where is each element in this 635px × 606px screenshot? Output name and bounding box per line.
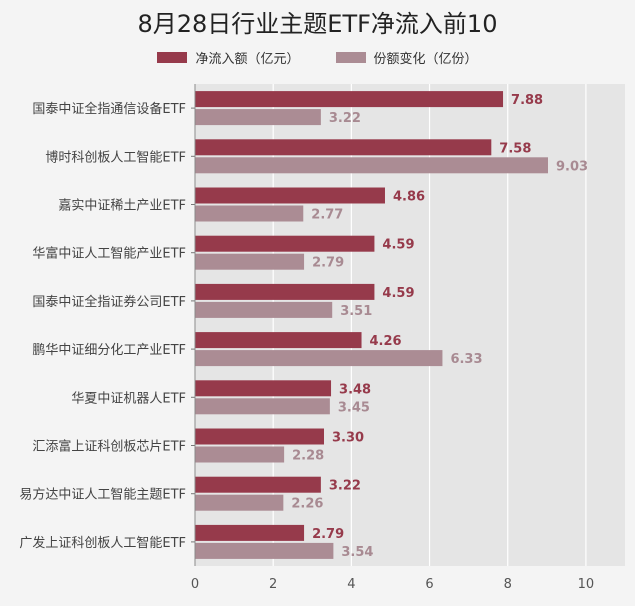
bar-inflow [195, 476, 321, 493]
bar-inflow [195, 428, 324, 445]
data-label-share-change: 3.45 [338, 400, 370, 415]
bar-share-change [195, 398, 330, 415]
data-label-share-change: 3.51 [340, 304, 372, 319]
bar-share-change [195, 205, 304, 222]
bar-share-change [195, 109, 321, 126]
data-label-inflow: 7.88 [511, 93, 543, 108]
bar-inflow [195, 235, 375, 252]
bar-share-change [195, 350, 443, 367]
data-label-inflow: 4.59 [382, 238, 414, 253]
bar-share-change [195, 494, 284, 511]
data-label-inflow: 4.59 [382, 286, 414, 301]
x-tick-label: 6 [425, 577, 433, 592]
legend-item-inflow: 净流入额（亿元） [157, 48, 300, 67]
bar-inflow [195, 380, 332, 397]
bar-inflow [195, 283, 375, 300]
data-label-share-change: 2.77 [311, 208, 343, 223]
category-label: 易方达中证人工智能主题ETF [19, 487, 186, 503]
data-label-share-change: 9.03 [556, 159, 588, 174]
category-label: 国泰中证全指通信设备ETF [32, 101, 186, 117]
bar-share-change [195, 253, 305, 270]
bar-share-change [195, 542, 334, 559]
category-label: 鹏华中证细分化工产业ETF [32, 343, 186, 358]
legend: 净流入额（亿元） 份额变化（亿份） [0, 48, 635, 67]
data-label-inflow: 4.86 [393, 190, 425, 205]
data-label-inflow: 3.22 [329, 479, 361, 494]
data-label-inflow: 4.26 [370, 334, 402, 349]
data-label-share-change: 3.54 [341, 545, 373, 560]
legend-swatch-share-change [335, 52, 366, 63]
data-label-share-change: 2.79 [312, 256, 344, 271]
x-tick-label: 4 [347, 577, 355, 592]
bar-share-change [195, 446, 285, 463]
data-label-share-change: 2.26 [291, 497, 323, 512]
category-label: 广发上证科创板人工智能ETF [19, 535, 186, 551]
data-label-inflow: 2.79 [312, 527, 344, 542]
chart-title: 8月28日行业主题ETF净流入前10 [137, 10, 498, 38]
data-label-share-change: 6.33 [450, 352, 482, 367]
x-tick-label: 8 [504, 577, 512, 592]
data-label-inflow: 3.30 [332, 431, 364, 446]
data-label-share-change: 2.28 [292, 449, 324, 464]
data-label-inflow: 3.48 [339, 382, 371, 397]
data-label-inflow: 7.58 [499, 141, 531, 156]
category-label: 博时科创板人工智能ETF [45, 150, 186, 165]
plot-area [195, 84, 625, 566]
x-tick-label: 2 [269, 577, 277, 592]
bar-inflow [195, 332, 362, 349]
bar-share-change [195, 157, 548, 174]
legend-item-share-change: 份额变化（亿份） [335, 48, 478, 67]
category-label: 华富中证人工智能产业ETF [32, 246, 186, 262]
category-label: 嘉实中证稀土产业ETF [58, 199, 186, 214]
category-label: 华夏中证机器人ETF [71, 391, 186, 406]
bar-inflow [195, 524, 305, 541]
legend-swatch-inflow [157, 52, 188, 63]
x-tick-label: 10 [578, 577, 595, 592]
bar-inflow [195, 139, 492, 156]
x-tick-label: 0 [191, 577, 199, 592]
data-label-share-change: 3.22 [329, 111, 361, 126]
category-label: 汇添富上证科创板芯片ETF [32, 439, 186, 455]
bar-share-change [195, 301, 333, 318]
bar-inflow [195, 91, 504, 108]
legend-label-share-change: 份额变化（亿份） [373, 52, 478, 67]
legend-label-inflow: 净流入额（亿元） [195, 52, 300, 67]
bar-inflow [195, 187, 385, 204]
category-label: 国泰中证全指证券公司ETF [32, 294, 186, 310]
